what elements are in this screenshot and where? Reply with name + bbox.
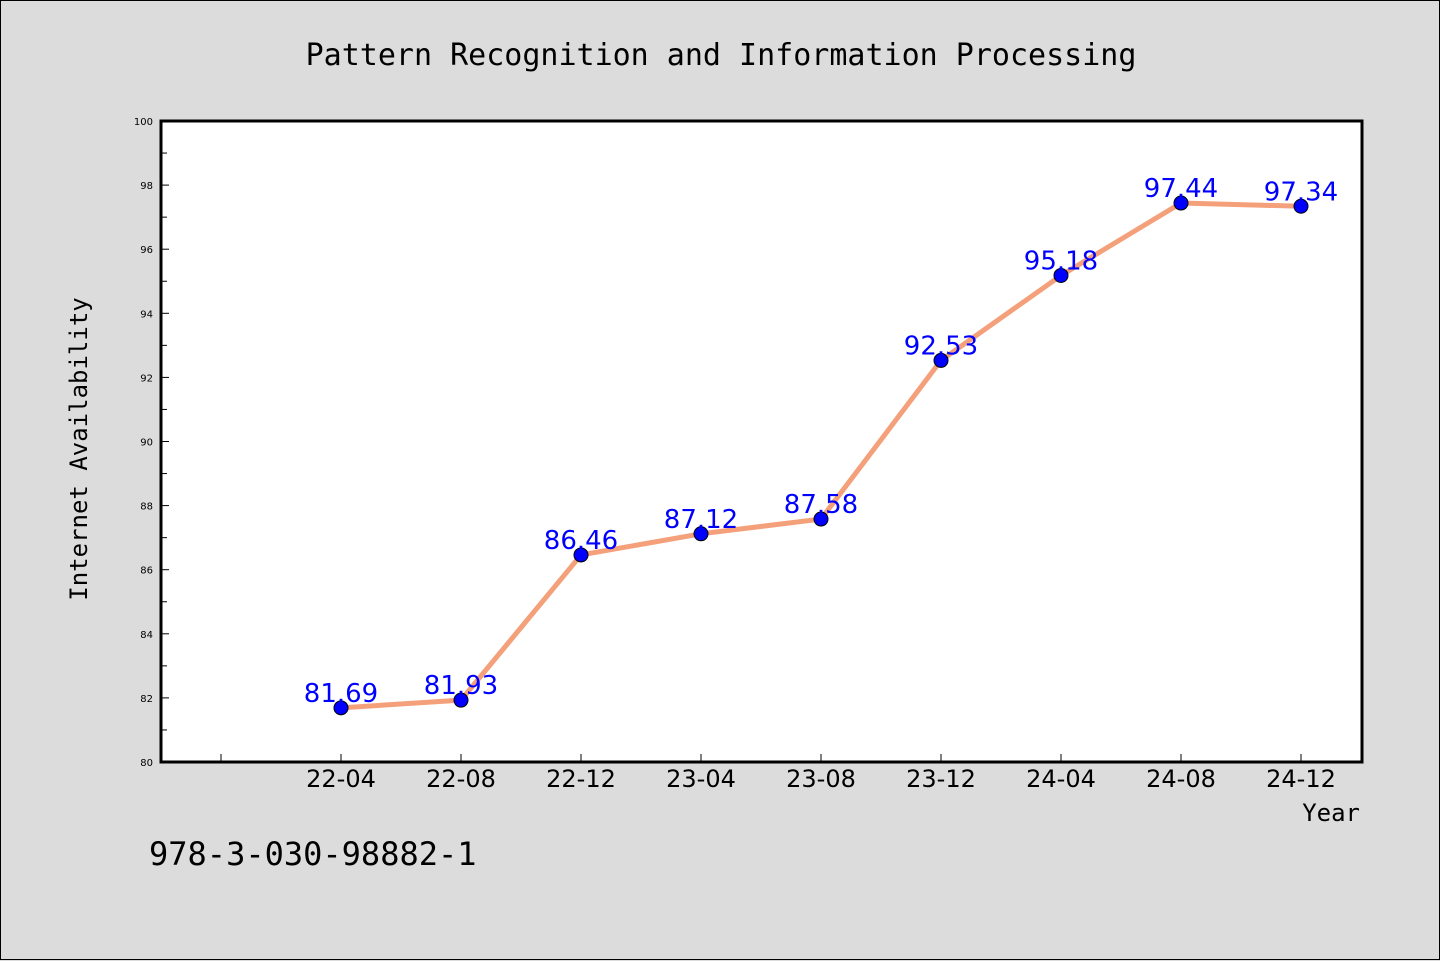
y-tick-label: 88 (140, 502, 153, 513)
x-tick-label: 23-04 (666, 765, 736, 793)
data-label: 97.34 (1264, 177, 1338, 207)
data-point (693, 526, 709, 542)
chart-title: Pattern Recognition and Information Proc… (306, 38, 1137, 73)
data-point (573, 547, 589, 563)
x-tick-label: 23-08 (786, 765, 856, 793)
data-label: 86.46 (544, 526, 618, 556)
data-point (1053, 267, 1069, 283)
data-point (1173, 195, 1189, 211)
data-label: 81.69 (304, 679, 378, 709)
x-tick-label: 23-12 (906, 765, 976, 793)
data-point (1293, 198, 1309, 214)
x-tick-label: 24-08 (1146, 765, 1216, 793)
data-label: 81.93 (424, 671, 498, 701)
plot-area (159, 119, 1364, 764)
y-tick-label: 98 (140, 181, 153, 192)
data-label: 92.53 (904, 331, 978, 361)
data-point (333, 700, 349, 716)
data-label: 97.44 (1144, 174, 1218, 204)
data-point (453, 692, 469, 708)
x-tick-label: 24-12 (1266, 765, 1336, 793)
y-tick-label: 94 (140, 309, 153, 320)
y-tick-label: 84 (140, 630, 153, 641)
x-tick-label: 22-08 (426, 765, 496, 793)
x-tick-label: 22-04 (306, 765, 376, 793)
y-tick-label: 90 (140, 438, 153, 449)
y-tick-label: 80 (140, 758, 153, 769)
isbn-footnote: 978-3-030-98882-1 (149, 835, 477, 873)
y-axis-title: Internet Availability (65, 297, 93, 600)
x-axis-title: Year (1302, 799, 1360, 827)
data-point (813, 511, 829, 527)
y-tick-label: 82 (140, 694, 153, 705)
y-tick-label: 100 (134, 117, 153, 128)
x-tick-label: 22-12 (546, 765, 616, 793)
data-labels: 81.69 81.93 86.46 87.12 87.58 92.53 95.18 97.44… (304, 174, 1338, 709)
data-point (933, 352, 949, 368)
y-tick-label: 86 (140, 566, 153, 577)
y-tick-label: 96 (140, 245, 153, 256)
series-markers (333, 195, 1309, 716)
x-tick-label: 24-04 (1026, 765, 1096, 793)
data-label: 87.58 (784, 490, 858, 520)
x-axis: 22-04 22-08 22-12 23-04 23-08 23-12 24-04 24-08… (220, 754, 1336, 793)
data-label: 95.18 (1024, 246, 1098, 276)
data-label: 87.12 (664, 505, 738, 535)
y-tick-label: 92 (140, 373, 153, 384)
y-axis: 80 82 84 86 88 90 92 94 96 98 100 (134, 117, 169, 769)
